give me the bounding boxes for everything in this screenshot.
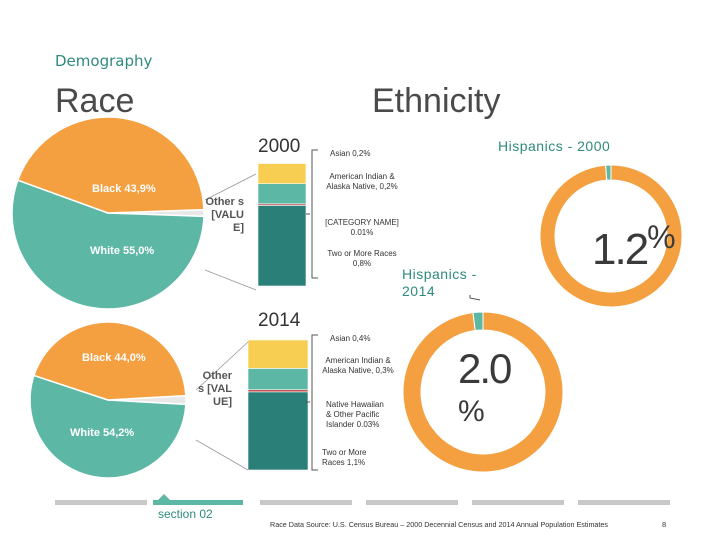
stack-2014-aian-label: American Indian & Alaska Native, 0,3% [322, 356, 394, 375]
stack-2014-two-more-label: Two or More Races 1,1% [322, 448, 367, 467]
stack-2000-aian-label: American Indian & Alaska Native, 0,2% [326, 172, 398, 191]
hispanics-2014-title: Hispanics - 2014 [402, 266, 477, 299]
stack-bracket-2014 [306, 334, 318, 471]
stack-segment-1 [247, 389, 309, 393]
pie-2014-other-label: Other s [VAL UE] [197, 370, 232, 408]
page-number: 8 [662, 520, 667, 529]
connector-2014-top [195, 341, 249, 391]
race-pie-2014 [29, 321, 186, 479]
pie-slice-black [33, 321, 186, 401]
hispanics-2014-percent: 2.0% [458, 345, 512, 429]
stack-segment-0 [257, 205, 307, 287]
race-title: Race [55, 82, 135, 120]
connector-2014-bottom [195, 439, 249, 471]
pie-2000-white-label: White 55,0% [90, 245, 155, 257]
hispanics-2000-percent: 1.2% [592, 219, 676, 274]
ethnicity-title: Ethnicity [372, 82, 501, 120]
donut-slice-hispanic [605, 164, 612, 181]
section-marker-icon [158, 494, 170, 500]
race-pie-2000 [11, 116, 205, 310]
stack-bar-2014 [247, 339, 309, 471]
donut-slice-hispanic [472, 311, 484, 332]
stack-2000-category-label: [CATEGORY NAME] 0.01% [325, 218, 399, 237]
stack-segment-3 [257, 163, 307, 184]
stack-2000-asian-label: Asian 0,2% [330, 149, 371, 158]
pie-2000-black-label: Black 43,9% [92, 183, 156, 195]
stack-bar-2000 [257, 163, 307, 287]
connector-2000-bottom [204, 269, 257, 291]
stack-segment-2 [247, 368, 309, 391]
hispanics-donut-2000 [539, 164, 683, 308]
stack-segment-3 [247, 339, 309, 369]
year-label-2014: 2014 [258, 310, 301, 331]
stack-2000-two-more-label: Two or More Races 0,8% [327, 249, 397, 268]
connector-2000-top [204, 173, 257, 201]
pie-2014-black-label: Black 44,0% [82, 352, 146, 364]
stack-segment-2 [257, 183, 307, 205]
section-label: section 02 [158, 507, 213, 521]
hispanics-2000-title: Hispanics - 2000 [498, 138, 611, 154]
callout-2000 [469, 295, 481, 301]
section-category: Demography [55, 52, 153, 70]
pie-2000-other-label: Other s [VALU E] [205, 196, 244, 234]
pie-slice-black [16, 116, 205, 214]
stack-segment-0 [247, 391, 309, 471]
pie-slice-white [11, 179, 205, 310]
donut-slice-non-hispanic [539, 164, 683, 308]
section-progress-bar [55, 494, 670, 505]
stack-bracket-2000 [306, 149, 318, 279]
hispanics-donut-2014 [402, 311, 564, 473]
stack-2014-nhpi-label: Native Hawaiian & Other Pacific Islander… [326, 400, 384, 429]
stack-2014-asian-label: Asian 0,4% [330, 334, 371, 343]
data-source-note: Race Data Source: U.S. Census Bureau – 2… [270, 520, 609, 529]
pie-2014-white-label: White 54,2% [70, 427, 135, 439]
year-label-2000: 2000 [258, 136, 301, 157]
donut-slice-non-hispanic [402, 311, 564, 473]
pie-slice-white [29, 374, 186, 479]
